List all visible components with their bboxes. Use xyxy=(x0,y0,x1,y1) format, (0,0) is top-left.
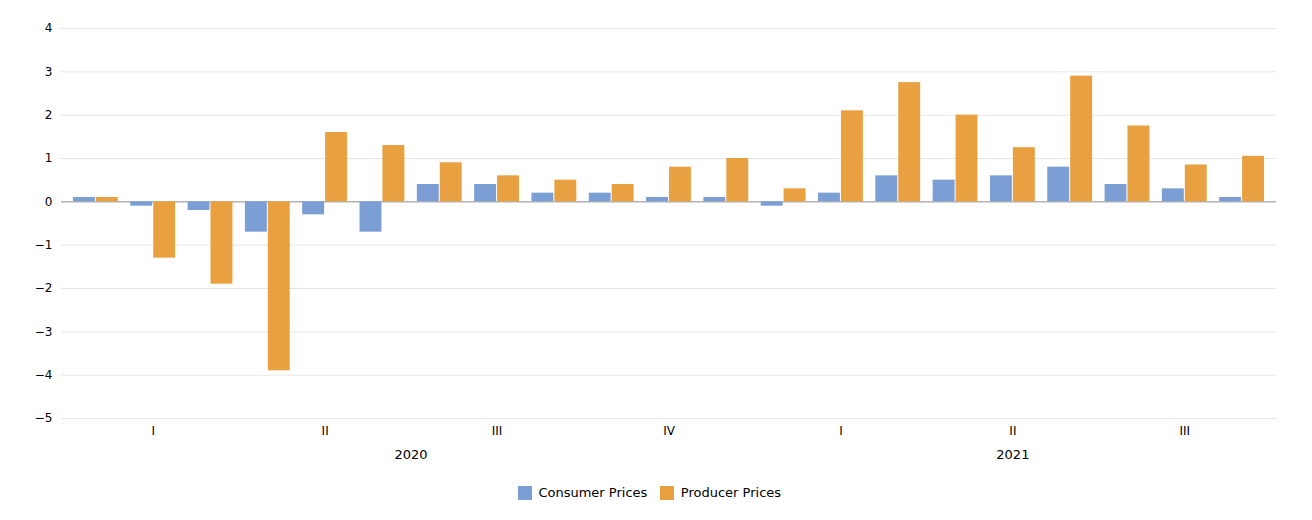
svg-text:−5: −5 xyxy=(35,411,53,425)
svg-text:I: I xyxy=(839,424,843,438)
svg-text:0: 0 xyxy=(45,195,53,209)
html-text:Consumer Prices: Consumer Prices xyxy=(538,485,648,500)
svg-text:3: 3 xyxy=(45,65,53,79)
svg-text:IV: IV xyxy=(663,424,676,438)
svg-text:II: II xyxy=(1009,424,1016,438)
svg-text:−2: −2 xyxy=(35,281,53,295)
svg-text:1: 1 xyxy=(45,151,53,165)
svg-text:−3: −3 xyxy=(35,325,53,339)
svg-text:II: II xyxy=(322,424,329,438)
svg-text:−4: −4 xyxy=(35,368,53,382)
svg-text:III: III xyxy=(1179,424,1190,438)
svg-text:I: I xyxy=(151,424,155,438)
html-text:Producer Prices: Producer Prices xyxy=(680,485,782,500)
svg-text:2: 2 xyxy=(45,108,53,122)
svg-text:III: III xyxy=(492,424,503,438)
svg-text:2020: 2020 xyxy=(395,447,428,462)
svg-text:−1: −1 xyxy=(35,238,53,252)
svg-text:2021: 2021 xyxy=(996,447,1029,462)
svg-text:4: 4 xyxy=(45,21,53,35)
